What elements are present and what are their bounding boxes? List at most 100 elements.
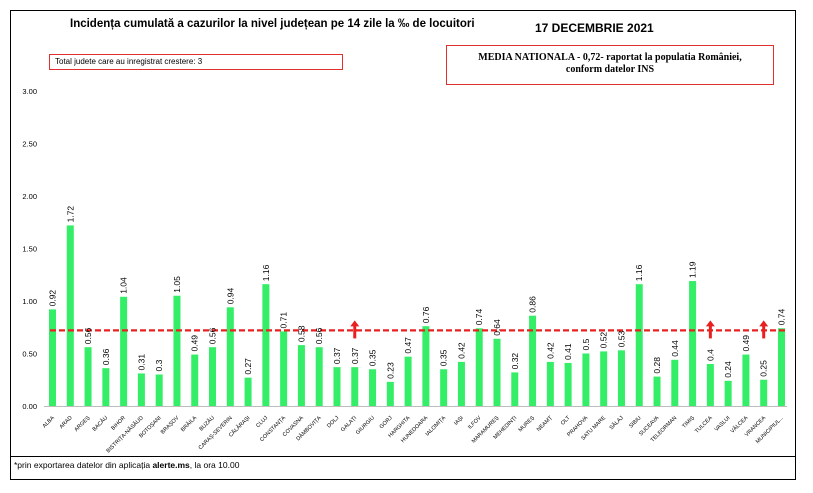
- category-label: NEAMȚ: [536, 415, 554, 433]
- bar: [369, 369, 377, 406]
- data-label: 0.76: [421, 306, 431, 323]
- data-label: 0.52: [599, 332, 609, 349]
- bar: [297, 345, 305, 406]
- category-label: ALBA: [42, 415, 56, 429]
- increase-arrow-icon: [350, 320, 360, 339]
- data-label: 1.19: [688, 261, 698, 278]
- data-label: 0.5: [581, 338, 591, 350]
- bar: [351, 367, 359, 406]
- category-label: GIURGIU: [355, 415, 376, 436]
- bar: [671, 359, 679, 406]
- bar: [226, 307, 234, 406]
- data-label: 0.25: [759, 360, 769, 377]
- footnote-source: alerte.ms: [152, 460, 190, 470]
- category-label: IAȘI: [453, 415, 465, 427]
- data-label: 0.42: [545, 342, 555, 359]
- data-label: 0.35: [368, 349, 378, 366]
- category-label: GORJ: [379, 415, 394, 430]
- data-label: 1.16: [634, 264, 644, 281]
- category-label: MUREȘ: [518, 415, 537, 434]
- bar: [173, 295, 181, 406]
- data-label: 0.53: [616, 331, 626, 348]
- data-label: 0.58: [296, 325, 306, 342]
- category-label: ARGEȘ: [74, 415, 92, 433]
- data-label: 0.36: [101, 348, 111, 365]
- category-label: SIBIU: [628, 415, 642, 429]
- data-label: 0.71: [279, 312, 289, 329]
- data-label: 0.49: [741, 335, 751, 352]
- data-label: 0.56: [314, 327, 324, 344]
- y-tick-label: 0.50: [22, 350, 37, 359]
- y-tick-label: 2.00: [22, 192, 37, 201]
- data-label: 0.35: [439, 349, 449, 366]
- category-label: TULCEA: [694, 415, 714, 435]
- bar: [49, 309, 56, 406]
- category-label: TIMIȘ: [681, 415, 696, 430]
- footnote-divider: [10, 456, 796, 457]
- footnote-prefix: *prin exportarea datelor din aplicația: [14, 460, 153, 470]
- bar: [280, 331, 288, 406]
- y-tick-label: 3.00: [22, 87, 37, 96]
- data-label: 0.74: [776, 308, 786, 325]
- y-tick-label: 1.00: [22, 297, 37, 306]
- category-label: BIHOR: [110, 415, 127, 432]
- data-label: 1.72: [65, 206, 75, 223]
- national-average-box: MEDIA NATIONALA - 0,72- raportat la popu…: [446, 45, 774, 85]
- national-average-line1: MEDIA NATIONALA - 0,72- raportat la popu…: [478, 52, 742, 63]
- bar: [440, 369, 448, 406]
- data-label: 0.74: [474, 308, 484, 325]
- data-label: 0.92: [48, 290, 58, 307]
- bar: [191, 354, 199, 406]
- increase-arrow-icon: [705, 320, 715, 339]
- y-tick-label: 2.50: [22, 140, 37, 149]
- bar: [386, 381, 394, 406]
- bar: [209, 347, 217, 406]
- data-label: 1.16: [261, 264, 271, 281]
- category-label: BACĂU: [91, 414, 109, 432]
- bar: [404, 356, 412, 406]
- data-label: 1.04: [119, 277, 129, 294]
- national-average-line2: conform datelor INS: [565, 64, 655, 75]
- bar: [617, 350, 625, 406]
- data-label: 0.44: [670, 340, 680, 357]
- bar: [102, 368, 110, 406]
- bar: [333, 367, 341, 406]
- y-tick-label: 1.50: [22, 245, 37, 254]
- bar: [493, 338, 501, 406]
- bar: [582, 353, 590, 406]
- category-label: BRAȘOV: [160, 415, 181, 436]
- data-label: 0.27: [243, 358, 253, 375]
- bar: [742, 354, 750, 406]
- bar: [244, 377, 252, 406]
- bar: [66, 225, 74, 406]
- data-label: 0.32: [510, 353, 520, 370]
- data-label: 0.24: [723, 361, 733, 378]
- bar: [689, 281, 697, 406]
- bar: [511, 372, 519, 406]
- bar: [724, 380, 732, 406]
- data-label: 0.64: [492, 319, 502, 336]
- bar: [120, 296, 128, 406]
- data-label: 0.49: [190, 335, 200, 352]
- data-label: 0.37: [350, 347, 360, 364]
- bar: [84, 347, 92, 406]
- category-label: OLT: [560, 415, 572, 427]
- category-label: CLUJ: [255, 415, 269, 429]
- bar: [529, 315, 537, 406]
- category-label: BRĂILA: [179, 414, 198, 433]
- bar: [137, 373, 145, 406]
- bar: [600, 351, 608, 406]
- data-label: 0.23: [385, 362, 395, 379]
- data-label: 0.28: [652, 357, 662, 374]
- category-label: ILFOV: [467, 415, 483, 431]
- bar: [262, 284, 270, 406]
- bar: [635, 284, 643, 406]
- report-date: 17 DECEMBRIE 2021: [535, 21, 654, 35]
- y-tick-label: 0.00: [22, 402, 37, 411]
- bar: [653, 376, 661, 406]
- data-label: 0.47: [403, 337, 413, 354]
- data-label: 0.37: [332, 347, 342, 364]
- data-label: 0.86: [528, 296, 538, 313]
- data-label: 0.31: [136, 354, 146, 371]
- bar: [760, 379, 768, 406]
